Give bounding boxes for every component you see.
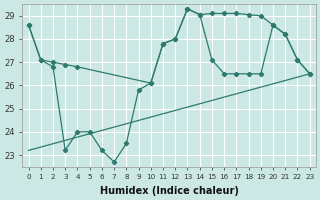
X-axis label: Humidex (Indice chaleur): Humidex (Indice chaleur) xyxy=(100,186,239,196)
